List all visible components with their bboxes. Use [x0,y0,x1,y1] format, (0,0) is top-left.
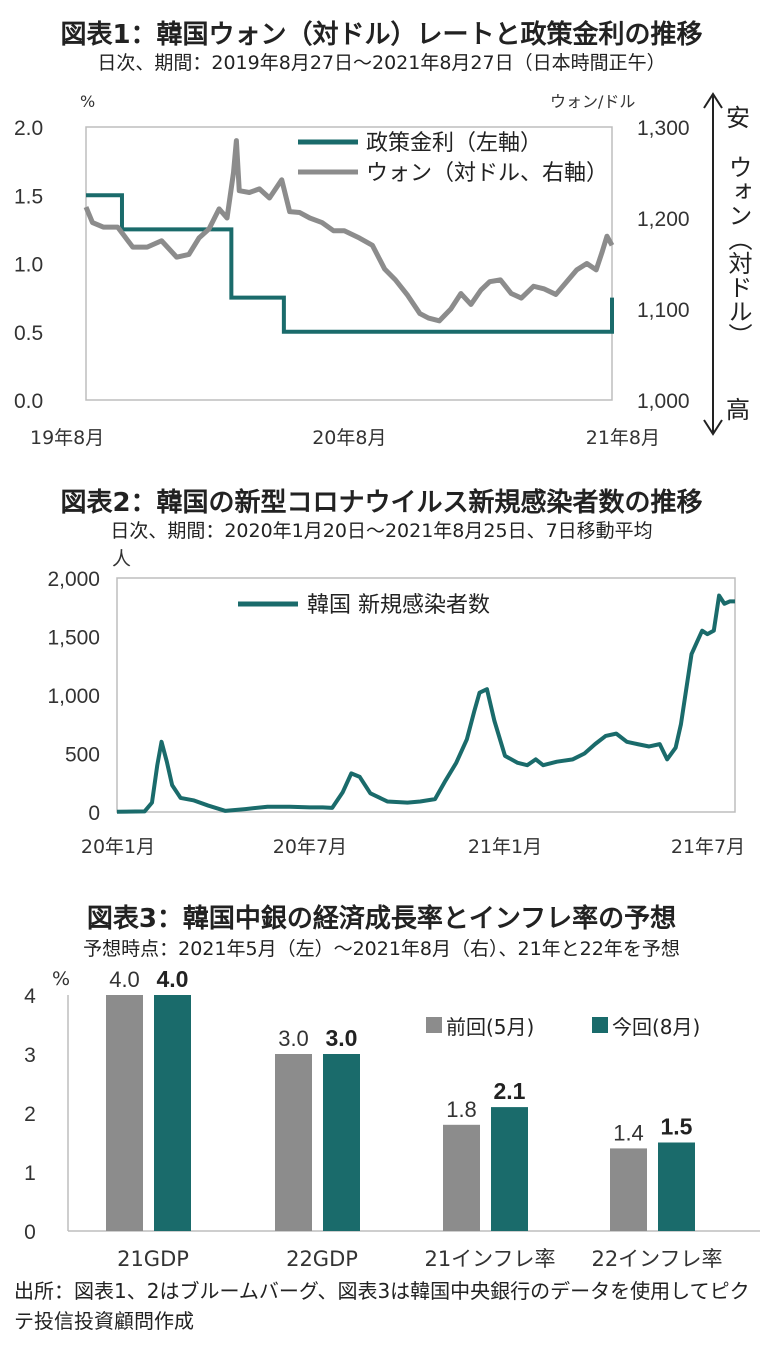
data-label-prev: 1.8 [446,1097,477,1122]
y-tick-label: 2 [24,1103,36,1126]
y-left-tick-label: 2.0 [14,117,43,140]
y-unit-label: % [52,968,70,990]
bar-prev [275,1054,312,1231]
data-label-now: 1.5 [661,1114,693,1140]
chart1-subtitle: 日次、期間：2019年8月27日～2021年8月27日（日本時間正午） [97,52,666,74]
chart1-title: 図表1：韓国ウォン（対ドル）レートと政策金利の推移 [60,20,703,50]
x-tick-label: 21年8月 [586,427,660,449]
bar-now [658,1142,695,1231]
plot-frame [116,577,736,813]
y-left-tick-label: 1.0 [14,254,43,277]
y-left-tick-label: 0.0 [14,390,43,413]
y-right-tick-label: 1,100 [637,299,690,322]
legend-swatch-now [592,1017,608,1033]
data-label-now: 2.1 [494,1078,526,1104]
legend-label-rate: 政策金利（左軸） [366,131,542,156]
right-unit-label: ウォン/ドル [550,92,635,111]
data-label-prev: 3.0 [278,1026,309,1051]
side-label-strong: 高 [726,396,750,424]
y-left-tick-label: 0.5 [14,322,43,345]
y-tick-label: 0 [24,1221,36,1244]
x-tick-label: 19年8月 [30,427,104,449]
y-right-tick-label: 1,200 [637,208,690,231]
bar-now [491,1107,528,1231]
y-right-tick-label: 1,000 [637,390,690,413]
side-label-won: ウォン（対ドル） [724,155,752,347]
chart1-svg: % ウォン/ドル 2.0 1.5 1.0 0.5 0.0 1,300 1,200 1,100 1,0… [14,92,752,449]
y-tick-label: 4 [24,985,36,1008]
y-tick-label: 0 [88,802,100,825]
x-tick-label: 20年7月 [273,836,347,858]
y-unit-label: 人 [112,548,131,570]
legend-label-now: 今回(8月) [612,1015,700,1039]
chart3-subtitle: 予想時点：2021年5月（左）～2021年8月（右）、21年と22年を予想 [83,938,680,960]
x-tick-label: 20年8月 [312,427,386,449]
y-tick-label: 1 [24,1162,36,1185]
category-label: 22GDP [286,1247,358,1271]
chart2-svg: 人 2,000 1,500 1,000 500 0 20年1月 20年7月 21年1月 21年7月… [47,548,745,858]
side-label-cheap: 安 [726,104,750,132]
x-tick-label: 21年7月 [671,836,745,858]
y-tick-label: 500 [65,744,100,767]
data-label-now: 3.0 [326,1025,358,1051]
left-unit-label: % [80,92,95,111]
chart3-svg: % 4 3 2 1 0 4.0 4.0 21GDP 3.0 3.0 22GDP 1.8 2.1 21インフレ… [24,966,760,1271]
legend-label-cases: 韓国 新規感染者数 [307,593,490,618]
side-arrow-up-head [703,92,723,109]
data-label-prev: 4.0 [109,967,140,992]
y-tick-label: 1,500 [47,627,100,650]
bar-now [323,1054,360,1231]
y-tick-label: 3 [24,1044,36,1067]
bar-prev [610,1148,647,1231]
data-label-prev: 1.4 [613,1120,644,1145]
y-tick-label: 2,000 [47,568,100,591]
category-label: 21インフレ率 [424,1247,555,1271]
cases-line [116,593,735,814]
chart2-subtitle: 日次、期間：2020年1月20日～2021年8月25日、7日移動平均 [110,520,653,542]
bar-prev [443,1124,480,1231]
bar-now [154,995,191,1231]
legend-label-won: ウォン（対ドル、右軸） [366,161,608,186]
chart2-title: 図表2：韓国の新型コロナウイルス新規感染者数の推移 [60,488,703,518]
legend-label-prev: 前回(5月) [446,1015,534,1039]
y-right-tick-label: 1,300 [637,117,690,140]
chart3-title: 図表3：韓国中銀の経済成長率とインフレ率の予想 [86,904,677,934]
category-label: 22インフレ率 [591,1247,722,1271]
source-note: 出所：図表1、2はブルームバーグ、図表3は韓国中央銀行のデータを使用してピクテ投… [14,1279,750,1333]
side-arrow-down-head [703,419,723,436]
legend-swatch-prev [426,1017,442,1033]
bar-prev [106,995,143,1231]
x-tick-label: 20年1月 [81,836,155,858]
y-tick-label: 1,000 [47,685,100,708]
data-label-now: 4.0 [157,966,189,992]
y-left-tick-label: 1.5 [14,185,43,208]
policy-rate-line [86,193,614,334]
category-label: 21GDP [117,1247,189,1271]
x-tick-label: 21年1月 [468,836,542,858]
won-line [83,138,615,324]
plot-frame [85,126,613,401]
